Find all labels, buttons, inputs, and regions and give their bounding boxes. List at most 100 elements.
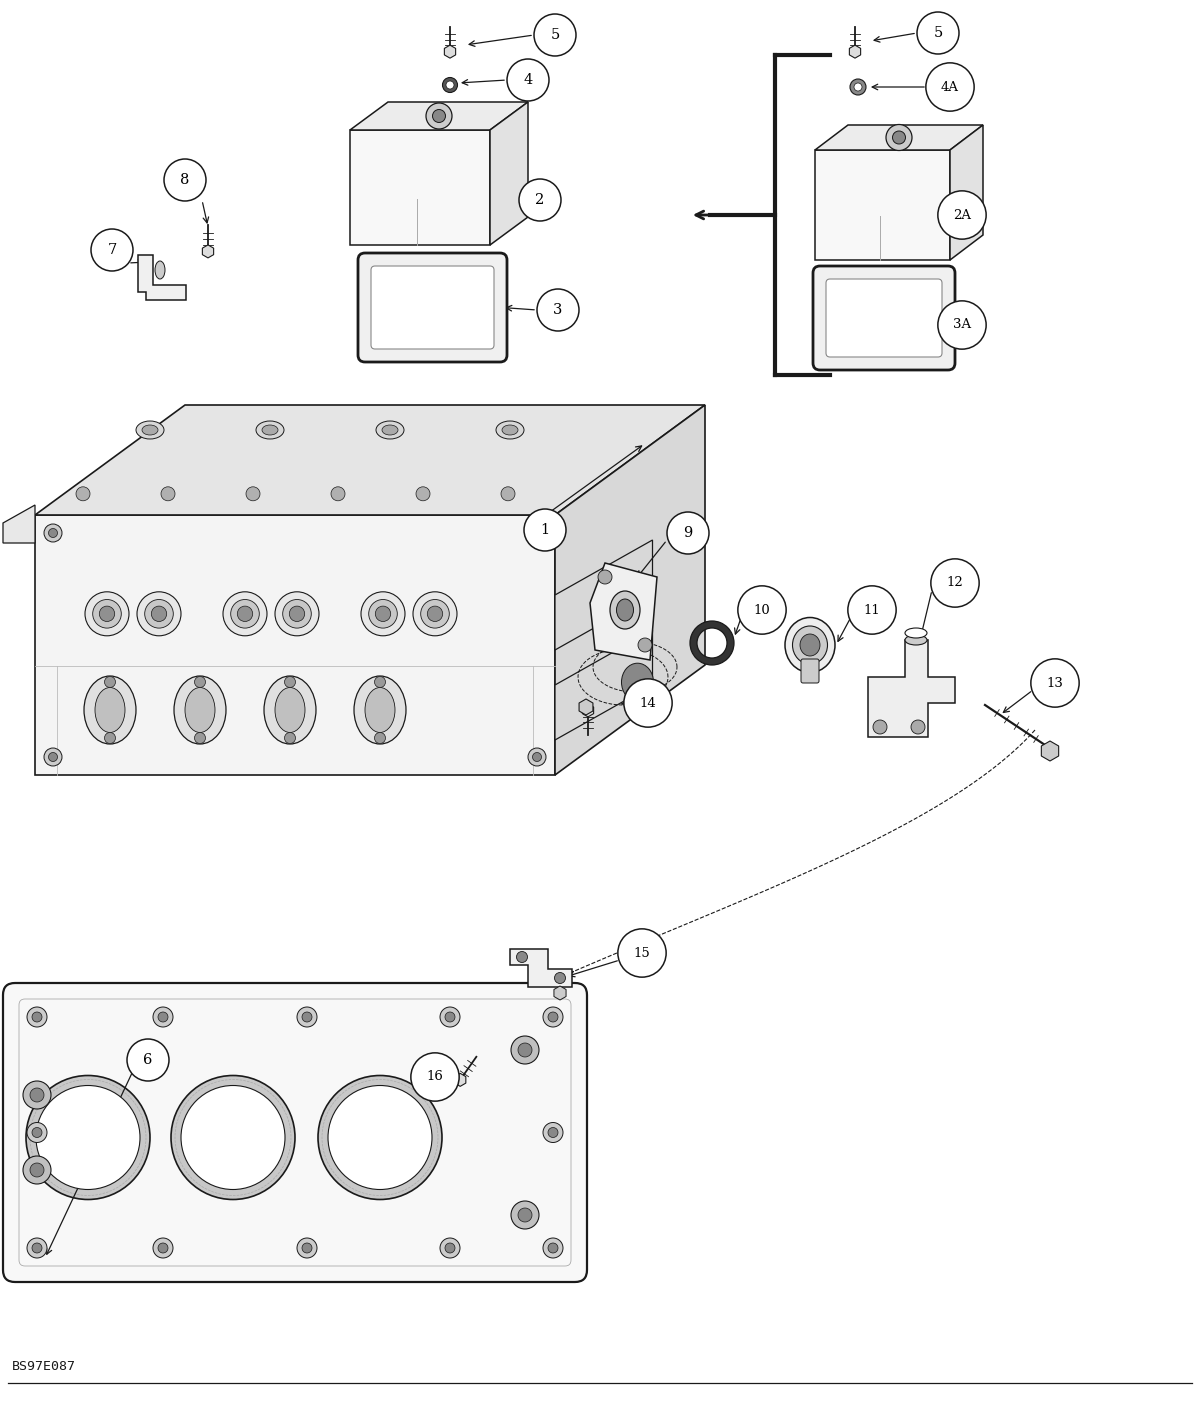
Text: 6: 6 <box>143 1052 152 1066</box>
Ellipse shape <box>185 687 215 732</box>
Circle shape <box>854 83 862 91</box>
Circle shape <box>374 732 385 743</box>
Ellipse shape <box>502 424 518 436</box>
Ellipse shape <box>622 573 654 611</box>
Text: 16: 16 <box>426 1071 444 1083</box>
Circle shape <box>427 606 443 621</box>
Text: 5: 5 <box>551 28 559 42</box>
Circle shape <box>511 1035 539 1064</box>
FancyBboxPatch shape <box>826 280 942 357</box>
Circle shape <box>36 1086 140 1190</box>
Circle shape <box>298 1238 317 1257</box>
Polygon shape <box>35 516 554 776</box>
Circle shape <box>926 63 974 111</box>
Circle shape <box>938 191 986 239</box>
Text: 14: 14 <box>640 697 656 710</box>
Circle shape <box>154 1007 173 1027</box>
Circle shape <box>28 1238 47 1257</box>
Circle shape <box>172 1075 295 1200</box>
Circle shape <box>911 719 925 733</box>
Polygon shape <box>138 254 186 301</box>
Polygon shape <box>35 405 706 516</box>
Circle shape <box>848 586 896 634</box>
Circle shape <box>528 524 546 542</box>
FancyBboxPatch shape <box>814 266 955 370</box>
Ellipse shape <box>95 687 125 732</box>
Text: 12: 12 <box>947 576 964 590</box>
Circle shape <box>511 1201 539 1229</box>
Circle shape <box>28 1007 47 1027</box>
Circle shape <box>158 1012 168 1021</box>
Circle shape <box>223 592 266 636</box>
Circle shape <box>542 1007 563 1027</box>
Text: 2A: 2A <box>953 208 971 222</box>
Text: 5: 5 <box>934 27 943 39</box>
Text: 13: 13 <box>1046 676 1063 690</box>
Circle shape <box>76 486 90 500</box>
Circle shape <box>440 1007 460 1027</box>
Polygon shape <box>815 150 950 260</box>
Circle shape <box>161 486 175 500</box>
Circle shape <box>554 972 565 983</box>
Polygon shape <box>350 103 528 131</box>
Text: 15: 15 <box>634 947 650 960</box>
Circle shape <box>624 679 672 728</box>
Circle shape <box>542 1238 563 1257</box>
Circle shape <box>85 592 130 636</box>
Circle shape <box>446 81 454 89</box>
Circle shape <box>164 159 206 201</box>
Circle shape <box>23 1080 50 1109</box>
Circle shape <box>432 110 445 122</box>
Ellipse shape <box>905 635 928 645</box>
Ellipse shape <box>354 676 406 745</box>
Circle shape <box>275 592 319 636</box>
Circle shape <box>302 1243 312 1253</box>
Polygon shape <box>815 125 983 150</box>
Circle shape <box>538 289 580 332</box>
Circle shape <box>410 1052 460 1102</box>
Ellipse shape <box>905 628 928 638</box>
Circle shape <box>154 1238 173 1257</box>
Circle shape <box>874 719 887 733</box>
FancyBboxPatch shape <box>2 983 587 1281</box>
Circle shape <box>638 638 652 652</box>
Circle shape <box>32 1243 42 1253</box>
Circle shape <box>283 600 311 628</box>
Circle shape <box>302 1012 312 1021</box>
Polygon shape <box>590 563 658 660</box>
Circle shape <box>44 747 62 766</box>
Circle shape <box>413 592 457 636</box>
Circle shape <box>738 586 786 634</box>
Ellipse shape <box>84 676 136 745</box>
Circle shape <box>48 753 58 762</box>
Text: 7: 7 <box>107 243 116 257</box>
Circle shape <box>542 1123 563 1142</box>
Circle shape <box>284 732 295 743</box>
Ellipse shape <box>174 676 226 745</box>
Ellipse shape <box>376 422 404 438</box>
Circle shape <box>100 606 115 621</box>
Circle shape <box>91 229 133 271</box>
Circle shape <box>298 1007 317 1027</box>
Ellipse shape <box>365 687 395 732</box>
Ellipse shape <box>382 424 398 436</box>
Circle shape <box>158 1243 168 1253</box>
Circle shape <box>374 676 385 687</box>
Circle shape <box>520 178 562 221</box>
Circle shape <box>917 13 959 53</box>
Circle shape <box>284 676 295 687</box>
Circle shape <box>361 592 406 636</box>
Circle shape <box>548 1012 558 1021</box>
Circle shape <box>548 1243 558 1253</box>
Ellipse shape <box>785 618 835 673</box>
Text: 11: 11 <box>864 604 881 617</box>
Circle shape <box>518 1208 532 1222</box>
Circle shape <box>127 1040 169 1080</box>
Circle shape <box>893 131 906 143</box>
Circle shape <box>328 1086 432 1190</box>
FancyBboxPatch shape <box>358 253 508 362</box>
Circle shape <box>886 125 912 150</box>
Circle shape <box>931 559 979 607</box>
Circle shape <box>416 486 430 500</box>
Circle shape <box>32 1012 42 1021</box>
